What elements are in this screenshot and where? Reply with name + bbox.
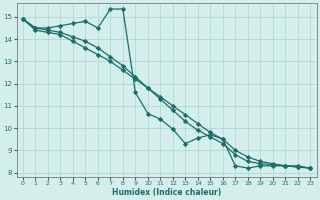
X-axis label: Humidex (Indice chaleur): Humidex (Indice chaleur) — [112, 188, 221, 197]
